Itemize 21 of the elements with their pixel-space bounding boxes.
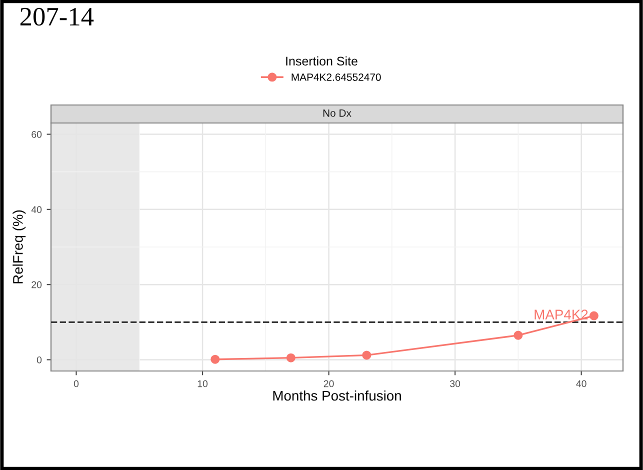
x-tick-label: 0 bbox=[74, 380, 79, 388]
point bbox=[362, 350, 372, 360]
chart-title: 207-14 bbox=[20, 8, 94, 26]
x-tick-label: 30 bbox=[450, 380, 460, 388]
chart-subtitle: No Dx bbox=[323, 110, 352, 117]
annotation: MAP4K2 bbox=[534, 310, 588, 320]
x-axis-title: Months Post-infusion bbox=[273, 390, 401, 401]
y-tick-label: 60 bbox=[32, 131, 42, 138]
legend-label: MAP4K2.64552470 bbox=[292, 74, 381, 81]
y-axis-title: RelFreq (%) bbox=[12, 210, 26, 284]
point bbox=[589, 311, 598, 320]
x-tick-label: 20 bbox=[324, 380, 334, 388]
point bbox=[210, 354, 220, 364]
x-tick-label: 40 bbox=[576, 380, 586, 388]
legend-title: Insertion Site bbox=[286, 56, 358, 66]
y-tick-label: 40 bbox=[31, 206, 42, 214]
point bbox=[514, 330, 523, 340]
y-tick-label: 0 bbox=[36, 356, 42, 364]
point bbox=[286, 353, 296, 362]
x-tick-label: 10 bbox=[198, 380, 208, 388]
y-tick-label: 20 bbox=[32, 281, 42, 288]
